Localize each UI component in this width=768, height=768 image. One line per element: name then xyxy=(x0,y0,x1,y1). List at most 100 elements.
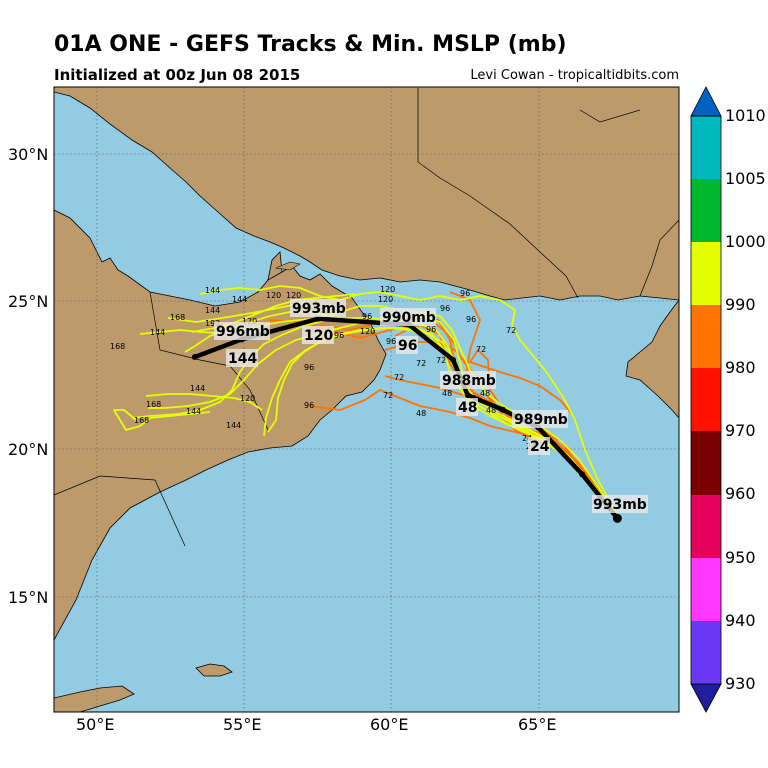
member-hour-label: 96 xyxy=(304,401,314,410)
member-hour-label: 120 xyxy=(378,295,393,304)
y-tick-label: 25°N xyxy=(8,292,48,311)
land-musandam xyxy=(267,251,283,281)
member-hour-label: 168 xyxy=(134,416,149,425)
member-hour-label: 72 xyxy=(506,326,516,335)
colorbar-tick-930: 930 xyxy=(725,674,756,693)
hour-label-120h: 120 xyxy=(304,328,333,344)
member-hour-label: 120 xyxy=(242,317,257,326)
colorbar-segment-1005 xyxy=(691,116,721,179)
member-hour-label: 144 xyxy=(190,384,205,393)
x-tick-label: 65°E xyxy=(518,715,556,734)
landmass-group xyxy=(54,87,679,712)
member-hour-label: 48 xyxy=(486,406,496,415)
chart-title: 01A ONE - GEFS Tracks & Min. MSLP (mb) xyxy=(54,32,567,57)
colorbar-frame xyxy=(690,115,722,685)
member-hour-label: 96 xyxy=(362,312,372,321)
colorbar-tick-970: 970 xyxy=(725,421,756,440)
y-tick-label: 30°N xyxy=(8,145,48,164)
member-hour-label: 120 xyxy=(360,327,375,336)
colorbar-segment-990 xyxy=(691,242,721,305)
member-hour-label: 48 xyxy=(442,389,452,398)
mslp-label-96h: 990mb xyxy=(382,310,436,326)
member-hour-label: 144 xyxy=(205,306,220,315)
member-hour-label: 96 xyxy=(440,304,450,313)
member-hour-label: 96 xyxy=(466,315,476,324)
mean-track-labels: 993mb 989mb 24 988mb 48 990mb 96 993mb 1… xyxy=(214,299,648,513)
hour-label-48h: 48 xyxy=(458,400,477,416)
member-hour-label: 144 xyxy=(186,407,201,416)
country-borders xyxy=(54,88,679,547)
member-hour-label: 144 xyxy=(232,295,247,304)
member-hour-label: 120 xyxy=(240,394,255,403)
member-hour-label: 192 xyxy=(205,319,220,328)
member-hour-label: 72 xyxy=(436,356,446,365)
colorbar-tick-940: 940 xyxy=(725,611,756,630)
mslp-label-24h: 989mb xyxy=(514,412,568,428)
x-tick-label: 60°E xyxy=(370,715,408,734)
land-qeshm xyxy=(274,261,301,271)
ensemble-mean-points xyxy=(191,315,622,523)
member-hour-label: 96 xyxy=(386,337,396,346)
member-track xyxy=(145,393,263,411)
member-track xyxy=(199,285,620,519)
colorbar-extend-bottom xyxy=(690,683,722,713)
y-tick-label: 15°N xyxy=(8,588,48,607)
colorbar-segment-930 xyxy=(691,621,721,684)
hour-label-144h: 144 xyxy=(228,351,257,367)
member-hour-label: 72 xyxy=(416,359,426,368)
mean-track-point-168h xyxy=(191,353,198,360)
colorbar-segment-950 xyxy=(691,495,721,558)
mslp-label-48h: 988mb xyxy=(442,373,496,389)
mean-track-point-120h xyxy=(315,315,322,322)
x-axis-labels: 50°E 55°E 60°E 65°E xyxy=(76,715,556,734)
member-track xyxy=(131,317,620,519)
member-hour-label: 168 xyxy=(170,313,185,322)
land-arabia xyxy=(54,209,387,641)
member-hour-label: 120 xyxy=(266,291,281,300)
mean-track-point-48h xyxy=(464,392,471,399)
member-track xyxy=(167,301,307,323)
member-hour-label: 96 xyxy=(426,325,436,334)
chart-subtitle: Initialized at 00z Jun 08 2015 xyxy=(54,66,301,84)
colorbar-segment-960 xyxy=(691,431,721,495)
colorbar-extend-top xyxy=(690,86,722,117)
member-hour-label: 48 xyxy=(416,409,426,418)
member-hour-label: 96 xyxy=(460,289,470,298)
colorbar-tick-990: 990 xyxy=(725,295,756,314)
hour-label-96h: 96 xyxy=(398,338,417,354)
mean-track-point-72h xyxy=(450,356,457,363)
colorbar-tick-950: 950 xyxy=(725,548,756,567)
mslp-label-120h: 993mb xyxy=(292,301,346,317)
y-tick-label: 20°N xyxy=(8,440,48,459)
land-india xyxy=(625,299,679,419)
colorbar-segment-940 xyxy=(691,558,721,621)
colorbar-tick-1000: 1000 xyxy=(725,232,766,251)
gridlines xyxy=(54,87,679,712)
member-hour-label: 144 xyxy=(150,328,165,337)
colorbar-tick-1005: 1005 xyxy=(725,169,766,188)
map-frame xyxy=(53,86,680,713)
member-hour-labels: 24 24 48 48 48 48 72 72 72 72 72 72 96 9… xyxy=(110,285,536,451)
colorbar-segment-970 xyxy=(691,368,721,431)
member-hour-label: 24 xyxy=(522,434,532,443)
colorbar-segment-980 xyxy=(691,305,721,368)
colorbar-segment-1000 xyxy=(691,179,721,242)
colorbar-tick-980: 980 xyxy=(725,358,756,377)
mean-track-point-36h xyxy=(499,406,506,413)
member-hour-label: 72 xyxy=(383,391,393,400)
member-hour-label: 72 xyxy=(394,373,404,382)
member-hour-label: 144 xyxy=(205,286,220,295)
member-hour-label: 48 xyxy=(480,389,490,398)
member-hour-label: 72 xyxy=(476,345,486,354)
mean-track-point-12h xyxy=(579,471,586,478)
colorbar-tick-960: 960 xyxy=(725,484,756,503)
mslp-label-144h: 996mb xyxy=(216,324,270,340)
colorbar: 1010 1005 1000 990 980 970 960 950 940 9… xyxy=(690,86,766,713)
member-hour-label: 96 xyxy=(334,331,344,340)
member-hour-label: 120 xyxy=(286,291,301,300)
mslp-label-0h: 993mb xyxy=(593,497,647,513)
member-hour-label: 168 xyxy=(110,342,125,351)
x-tick-label: 50°E xyxy=(76,715,114,734)
member-track xyxy=(267,327,620,519)
hour-label-24h: 24 xyxy=(530,439,550,455)
